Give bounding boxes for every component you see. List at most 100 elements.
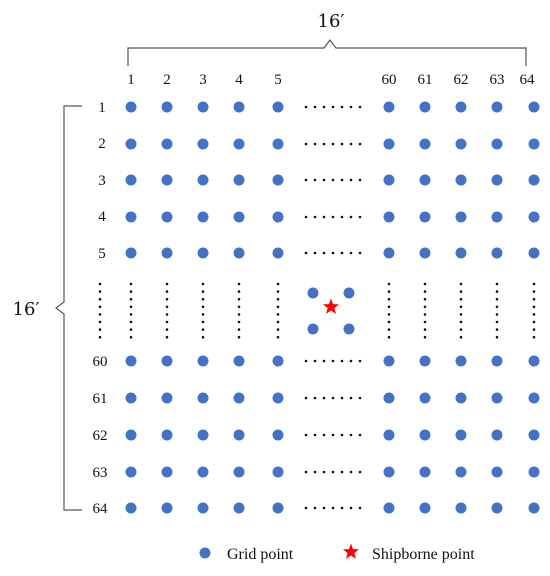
top-extent-label: 16′ (318, 11, 345, 32)
grid-point (455, 355, 467, 367)
row-label: 64 (93, 501, 109, 517)
grid-point (233, 429, 245, 441)
column-label: 3 (199, 72, 207, 88)
grid-point (419, 247, 431, 259)
column-label: 60 (382, 72, 397, 88)
grid-point (272, 138, 284, 150)
grid-point (528, 502, 540, 514)
grid-point (272, 392, 284, 404)
grid-point (197, 211, 209, 223)
grid-point (125, 466, 137, 478)
grid-point (528, 466, 540, 478)
horizontal-ellipsis (304, 178, 362, 182)
column-label: 61 (418, 72, 433, 88)
grid-point (197, 502, 209, 514)
grid-point (491, 502, 503, 514)
grid-point (383, 355, 395, 367)
horizontal-ellipsis (304, 433, 362, 437)
legend-shipborne-point-marker (342, 543, 360, 559)
grid-point (125, 392, 137, 404)
grid-point (455, 392, 467, 404)
vertical-ellipsis (459, 282, 463, 339)
grid-point (272, 211, 284, 223)
grid-point (419, 138, 431, 150)
grid-point (197, 138, 209, 150)
row-label: 63 (93, 465, 108, 481)
vertical-ellipsis (495, 282, 499, 339)
grid-point (161, 101, 173, 113)
column-label: 5 (274, 72, 282, 88)
grid-point (125, 247, 137, 259)
vertical-ellipsis (129, 282, 133, 339)
grid-point (233, 355, 245, 367)
grid-point (383, 502, 395, 514)
grid-point (455, 247, 467, 259)
left-extent-label: 16′ (13, 299, 40, 320)
vertical-ellipsis (423, 282, 427, 339)
vertical-ellipsis (276, 282, 280, 339)
grid-point (125, 211, 137, 223)
grid-point (197, 101, 209, 113)
grid-point (383, 466, 395, 478)
grid-point (233, 174, 245, 186)
vertical-ellipsis (237, 282, 241, 339)
horizontal-ellipsis (304, 105, 362, 109)
grid-point (491, 429, 503, 441)
grid-points (125, 101, 540, 514)
grid-point (455, 466, 467, 478)
grid-point (307, 287, 319, 299)
grid-point (197, 466, 209, 478)
shipborne-point (322, 298, 340, 314)
grid-point (419, 101, 431, 113)
grid-point (419, 502, 431, 514)
grid-point (419, 429, 431, 441)
grid-point (491, 247, 503, 259)
grid-point (528, 429, 540, 441)
grid-point (419, 392, 431, 404)
grid-point (161, 138, 173, 150)
grid-point (491, 138, 503, 150)
grid-point (233, 138, 245, 150)
grid-point (272, 101, 284, 113)
left-brace (55, 105, 82, 511)
grid-point (233, 101, 245, 113)
grid-point (272, 355, 284, 367)
grid-point (455, 174, 467, 186)
grid-point (161, 392, 173, 404)
row-label: 62 (93, 428, 108, 444)
grid-point (125, 429, 137, 441)
row-labels: 1 2 3 4 5 60 61 62 63 64 (93, 100, 109, 517)
grid-point (491, 466, 503, 478)
grid-point (272, 502, 284, 514)
grid-point (197, 392, 209, 404)
grid-point (528, 174, 540, 186)
grid-point (197, 355, 209, 367)
grid-point (455, 138, 467, 150)
grid-point (419, 355, 431, 367)
legend-grid-point-label: Grid point (227, 546, 294, 563)
grid-point (528, 138, 540, 150)
grid-point (233, 211, 245, 223)
horizontal-ellipsis (304, 142, 362, 146)
grid-point (343, 287, 355, 299)
grid-point (125, 174, 137, 186)
grid-point (197, 429, 209, 441)
vertical-ellipsis (165, 282, 169, 339)
column-label: 63 (490, 72, 505, 88)
vertical-ellipsis (98, 282, 102, 339)
legend: Grid point Shipborne point (199, 543, 475, 563)
column-label: 2 (163, 72, 171, 88)
grid-point (197, 174, 209, 186)
grid-point (161, 211, 173, 223)
grid-point (455, 211, 467, 223)
row-label: 1 (98, 100, 106, 116)
row-label: 3 (98, 173, 106, 189)
row-label: 4 (98, 209, 106, 225)
legend-shipborne-point-label: Shipborne point (372, 546, 475, 563)
grid-point (419, 466, 431, 478)
grid-point (491, 355, 503, 367)
grid-point (419, 174, 431, 186)
grid-point (455, 429, 467, 441)
grid-point (125, 138, 137, 150)
legend-grid-point-marker (199, 547, 211, 559)
